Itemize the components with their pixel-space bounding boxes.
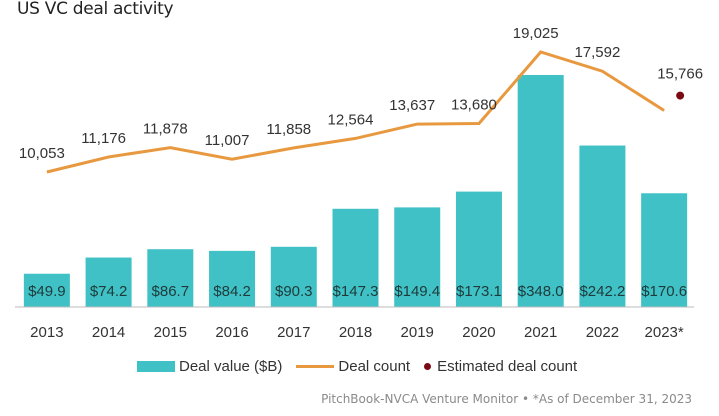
x-tick-label: 2022 [586, 324, 619, 341]
x-tick-label: 2019 [401, 324, 434, 341]
legend-swatch-bar [137, 361, 175, 372]
bar-deal-value [579, 145, 626, 307]
chart-title: US VC deal activity [17, 0, 174, 19]
legend: Deal value ($B) Deal count Estimated dea… [137, 358, 591, 375]
deal-count-label: 11,176 [81, 130, 126, 147]
x-tick-label: 2018 [339, 324, 372, 341]
bar-deal-value [23, 273, 70, 307]
bar-value-label: $348.0 [518, 283, 564, 300]
deal-count-label: 10,053 [19, 145, 65, 162]
deal-count-label: 12,564 [328, 111, 374, 128]
bar-value-label: $149.4 [394, 283, 440, 300]
bar-deal-value [270, 246, 317, 307]
bar-deal-value [332, 208, 379, 307]
legend-swatch-line [296, 365, 335, 368]
x-tick-label: 2023* [645, 324, 684, 341]
legend-item-estimated-deal-count: Estimated deal count [424, 358, 577, 375]
source-note: PitchBook-NVCA Venture Monitor • *As of … [321, 392, 692, 406]
bar-value-label: $147.3 [333, 283, 379, 300]
x-tick-label: 2015 [154, 324, 187, 341]
bar-deal-value [209, 250, 256, 307]
legend-swatch-dot [424, 363, 432, 370]
bar-deal-value [147, 249, 194, 307]
bar-value-label: $86.7 [152, 283, 190, 300]
deal-count-label: 11,858 [266, 121, 311, 138]
bar-deal-value [455, 191, 502, 307]
bars-layer [23, 75, 688, 307]
bar-deal-value [394, 207, 441, 307]
bar-deal-value [517, 75, 564, 307]
bar-value-label: $242.2 [579, 283, 625, 300]
x-tick-label: 2014 [92, 324, 125, 341]
bar-value-label: $74.2 [90, 283, 128, 300]
bar-deal-value [641, 193, 688, 307]
bar-value-label: $90.3 [275, 283, 313, 300]
deal-count-label: 17,592 [574, 44, 620, 61]
legend-label: Deal value ($B) [179, 358, 283, 375]
legend-item-deal-value: Deal value ($B) [137, 358, 282, 375]
bar-value-label: $173.1 [456, 283, 502, 300]
line-layer [46, 50, 685, 174]
x-tick-label: 2016 [215, 324, 248, 341]
ticks-layer: 2013 2014 2015 2016 2017 2018 2019 2020 2021 2022… [30, 324, 684, 341]
bar-value-label: $49.9 [28, 283, 66, 300]
deal-count-label: 11,007 [205, 132, 250, 149]
x-tick-label: 2017 [277, 324, 310, 341]
bar-deal-value [85, 257, 132, 307]
bar-value-label: $170.6 [641, 283, 687, 300]
legend-label: Estimated deal count [437, 358, 578, 375]
estimated-deal-count-label: 15,766 [657, 66, 703, 83]
deal-count-label: 19,025 [513, 25, 559, 42]
x-tick-label: 2021 [524, 324, 557, 341]
estimated-deal-count-point [676, 91, 685, 100]
deal-count-label: 11,878 [143, 121, 188, 138]
bar-value-label: $84.2 [213, 283, 251, 300]
legend-item-deal-count: Deal count [296, 358, 410, 375]
x-tick-label: 2020 [462, 324, 495, 341]
deal-count-label: 13,637 [389, 97, 435, 114]
labels-layer: $49.9 $74.2 $86.7 $84.2 $90.3 $147.3 $149.4 $17… [19, 25, 703, 300]
deal-count-label: 13,680 [451, 96, 497, 113]
legend-label: Deal count [338, 358, 411, 375]
x-tick-label: 2013 [30, 324, 63, 341]
